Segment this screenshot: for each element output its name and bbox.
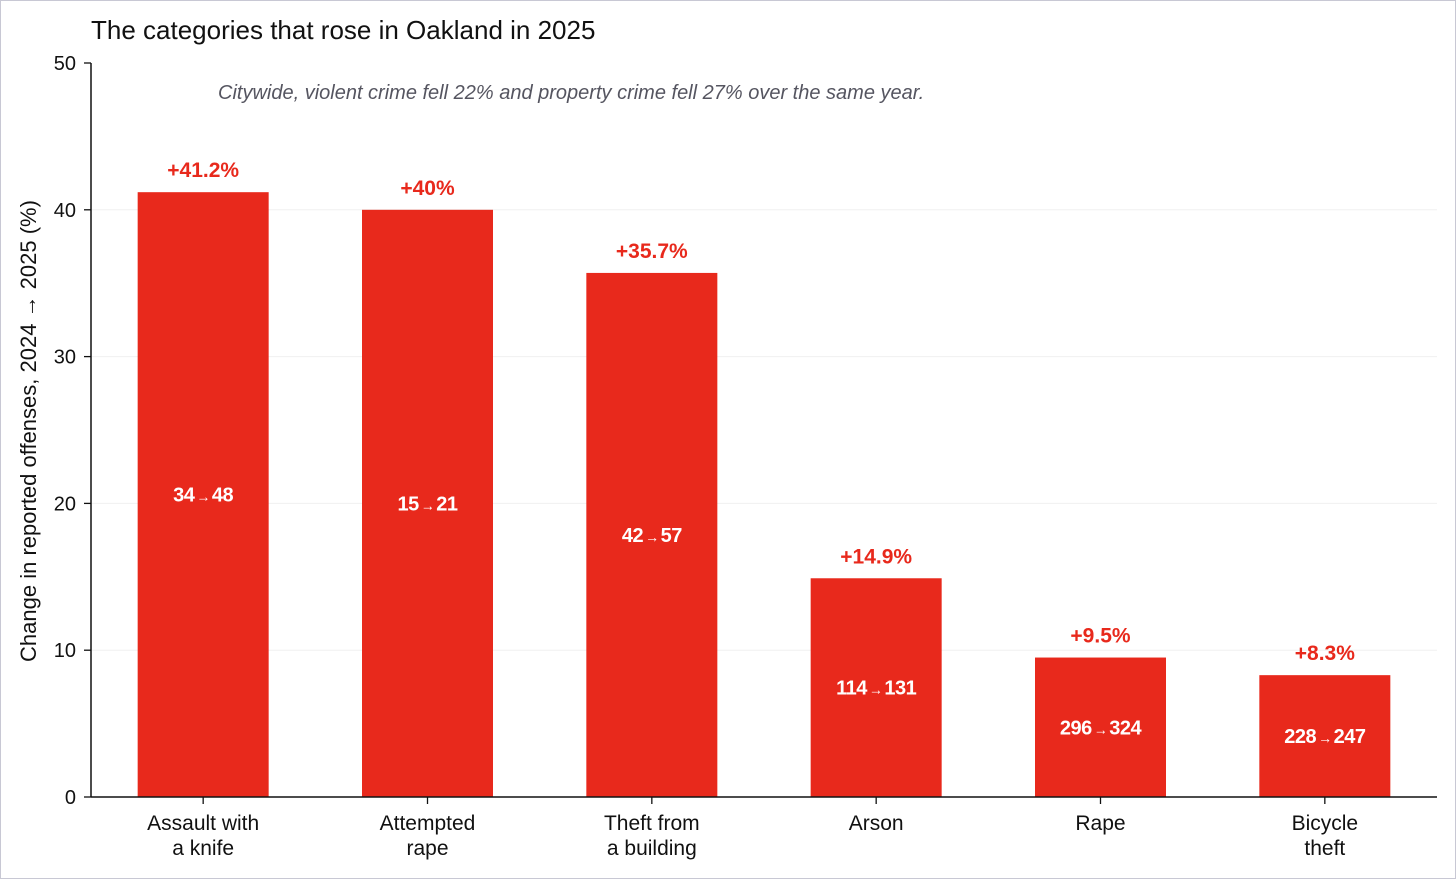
bar-5: [1259, 675, 1391, 797]
chart-title: The categories that rose in Oakland in 2…: [91, 15, 595, 45]
y-tick-label-10: 10: [54, 640, 76, 662]
bar-labels: +41.2% 34 → 48 +40% 15 → 21 +35.7% 42 → 57 +14.9% 114…: [167, 159, 1366, 748]
bar-0: [137, 192, 269, 797]
count-label-2: 42 → 57: [622, 525, 682, 547]
axes: Assault with a knife Attempted rape Theft fr…: [54, 53, 1437, 860]
y-axis-label: Change in reported offenses, 2024 → 2025…: [16, 200, 41, 662]
value-label-1: +40%: [400, 177, 455, 200]
x-tick-label-0: Assault with a knife: [147, 812, 259, 860]
count-label-4: 296 → 324: [1060, 717, 1143, 739]
y-tick-label-50: 50: [54, 53, 76, 75]
gridlines: [91, 209, 1437, 651]
value-label-5: +8.3%: [1295, 642, 1355, 665]
bar-3: [810, 578, 942, 797]
value-label-2: +35.7%: [616, 240, 688, 263]
value-label-4: +9.5%: [1070, 625, 1130, 648]
y-tick-label-40: 40: [54, 200, 76, 222]
bars: [137, 192, 1391, 798]
chart-subtitle: Citywide, violent crime fell 22% and pro…: [218, 82, 924, 104]
y-tick-label-0: 0: [65, 787, 76, 809]
y-tick-label-30: 30: [54, 347, 76, 369]
bar-1: [362, 209, 493, 798]
x-tick-label-3: Arson: [849, 812, 904, 835]
count-label-5: 228 → 247: [1284, 726, 1366, 748]
bar-2: [586, 272, 718, 797]
count-label-0: 34 → 48: [173, 485, 233, 507]
count-label-1: 15 → 21: [398, 493, 458, 515]
x-tick-label-1: Attempted rape: [380, 812, 476, 860]
count-label-3: 114 → 131: [836, 678, 917, 700]
x-tick-label-2: Theft from a building: [604, 812, 700, 860]
value-label-0: +41.2%: [167, 159, 239, 182]
value-label-3: +14.9%: [840, 545, 912, 568]
y-tick-label-20: 20: [54, 493, 76, 515]
x-tick-label-5: Bicycle theft: [1292, 812, 1359, 860]
x-tick-label-4: Rape: [1075, 812, 1125, 835]
bar-4: [1035, 657, 1166, 797]
